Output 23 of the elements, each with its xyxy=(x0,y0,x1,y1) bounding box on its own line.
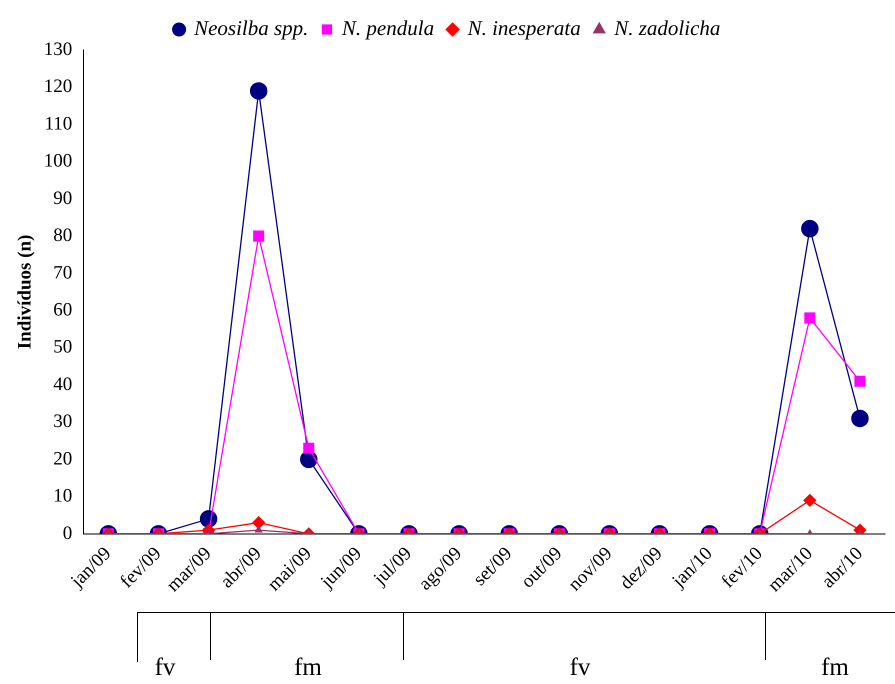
legend-label: N. inesperata xyxy=(466,16,581,40)
y-tick-label: 0 xyxy=(62,522,72,544)
legend-label: N. zadolicha xyxy=(613,16,720,40)
y-tick-label: 10 xyxy=(53,486,72,507)
text: fv xyxy=(568,654,592,682)
y-tick-label: 120 xyxy=(44,76,72,98)
text: fm xyxy=(820,654,850,682)
y-tick-label: 100 xyxy=(44,150,72,172)
y-tick-label: 50 xyxy=(53,336,72,358)
y-tick-label: 110 xyxy=(44,113,72,134)
y-tick-label: 20 xyxy=(53,448,72,470)
y-tick-label: 90 xyxy=(53,188,72,209)
y-tick-label: 130 xyxy=(44,38,72,60)
legend-label: N. pendula xyxy=(340,16,434,40)
y-tick-label: 30 xyxy=(53,411,72,432)
y-axis-title: Indivíduos (n) xyxy=(14,234,36,350)
y-tick-label: 80 xyxy=(53,225,72,246)
y-tick-label: 60 xyxy=(53,300,72,321)
legend-label: Neosilba spp. xyxy=(193,16,308,40)
y-tick-label: 40 xyxy=(53,374,72,395)
y-tick-label: 70 xyxy=(53,262,72,284)
text: fv xyxy=(154,654,176,682)
text: fm xyxy=(293,654,323,682)
